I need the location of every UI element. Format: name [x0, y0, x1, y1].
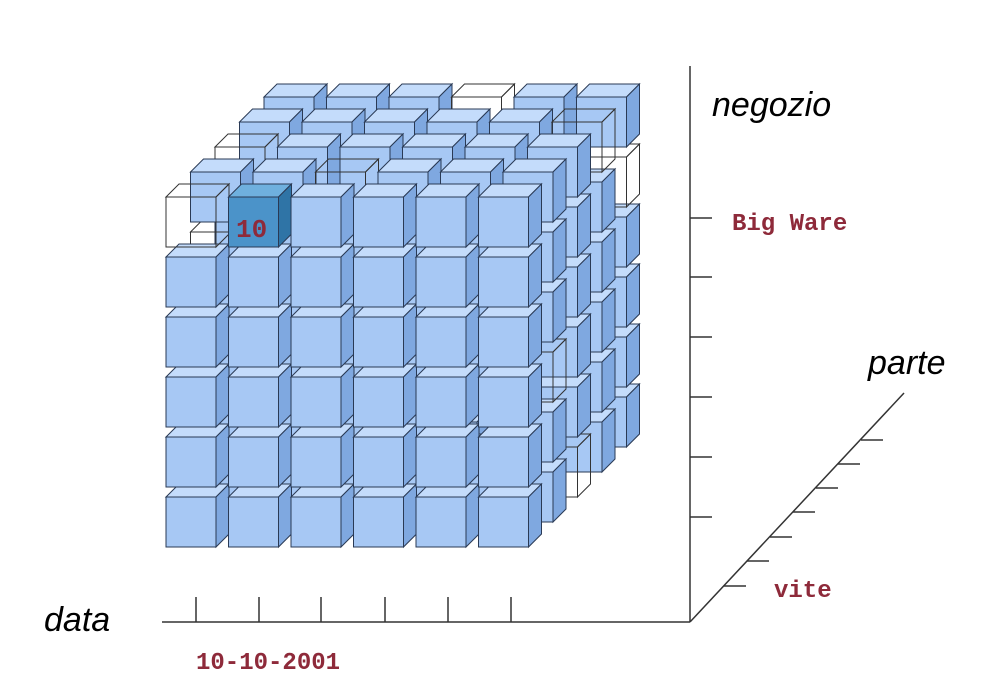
cube-cell [352, 302, 418, 369]
cube-cell [477, 482, 543, 549]
cube-front-face [290, 256, 342, 308]
cube-cell [352, 422, 418, 489]
cube-front-face [353, 196, 404, 248]
cube-cell [414, 302, 481, 369]
cube-front-face [290, 196, 342, 248]
cube-front-face [478, 316, 529, 368]
cube-front-face [228, 196, 279, 248]
cube-front-face [353, 496, 404, 548]
cube-cell [289, 362, 356, 429]
cube-cell [414, 242, 481, 309]
vite-label: vite [774, 578, 832, 605]
big-ware-label: Big Ware [732, 211, 848, 238]
depth-axis-line [689, 392, 905, 623]
cube-front-face [478, 256, 529, 308]
parte-axis-label: parte [868, 344, 946, 382]
date-label: 10-10-2001 [196, 650, 341, 677]
cube-front-face [290, 316, 342, 368]
cube-front-face [165, 316, 217, 368]
cube-front-face [415, 496, 467, 548]
cube-front-face [228, 256, 279, 308]
cube-cell [477, 422, 543, 489]
cube-cell [289, 302, 356, 369]
cube-cell [289, 422, 356, 489]
cube-front-face [165, 256, 217, 308]
cube-front-face [353, 316, 404, 368]
cube-front-face [415, 196, 467, 248]
cube-front-face [165, 376, 217, 428]
data-axis-label: data [44, 601, 111, 639]
cube-cell [227, 242, 293, 309]
axes [162, 66, 905, 623]
cube-top-face [450, 83, 516, 98]
cube-cell [477, 362, 543, 429]
cube-front-face [415, 376, 467, 428]
cube-cell [289, 482, 356, 549]
cube-front-face [415, 256, 467, 308]
cube-cell [227, 422, 293, 489]
cube-front-face [290, 436, 342, 488]
cube-cell [414, 482, 481, 549]
cube-grid [164, 82, 641, 549]
cube-front-face [353, 376, 404, 428]
cube-front-face [290, 496, 342, 548]
cube-front-face [478, 436, 529, 488]
cube-front-face [165, 496, 217, 548]
cube-front-face [478, 196, 529, 248]
cube-cell [227, 482, 293, 549]
cube-cell [477, 182, 543, 249]
cube-front-face [415, 316, 467, 368]
cube-cell [164, 482, 231, 549]
cube-front-face [353, 256, 404, 308]
cube-front-face [290, 376, 342, 428]
highlighted-cell-value: 10 [236, 215, 268, 245]
cube-cell [164, 422, 231, 489]
cube-cell [414, 362, 481, 429]
cube-cell [227, 362, 293, 429]
cube-front-face [165, 436, 217, 488]
cube-side-face [626, 142, 640, 209]
cube-cell [414, 422, 481, 489]
cube-front-face [228, 376, 279, 428]
cube-cell [164, 362, 231, 429]
cube-cell [477, 242, 543, 309]
cube-cell [164, 242, 231, 309]
cube-front-face [478, 376, 529, 428]
cube-cell [227, 302, 293, 369]
cube-cell [414, 182, 481, 249]
cube-cell [164, 302, 231, 369]
cube-front-face [228, 496, 279, 548]
negozio-axis-label: negozio [712, 86, 832, 124]
cube-cell [477, 302, 543, 369]
highlighted-cube [227, 182, 293, 249]
cube-cell [352, 242, 418, 309]
cube-front-face [353, 436, 404, 488]
cube-front-face [228, 316, 279, 368]
cube-cell [289, 182, 356, 249]
cube-cell [352, 362, 418, 429]
cube-front-face [228, 436, 279, 488]
cube-front-face [478, 496, 529, 548]
cube-front-face [165, 196, 217, 248]
cube-cell [352, 482, 418, 549]
cube-cell [352, 182, 418, 249]
cube-front-face [415, 436, 467, 488]
cube-cell [289, 242, 356, 309]
